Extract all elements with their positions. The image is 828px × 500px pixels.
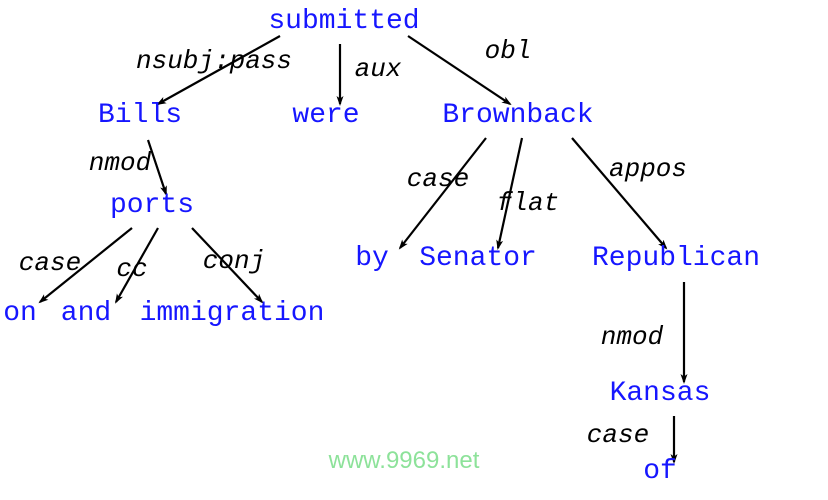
edge-label: nsubj:pass [136, 46, 292, 76]
edge-label: nmod [601, 322, 664, 352]
edge-label: aux [355, 54, 402, 84]
node-word: by [355, 243, 389, 274]
edge-label: conj [203, 246, 265, 276]
dependency-tree: nsubj:pass aux obl nmod case cc conj case flat ap… [0, 0, 828, 500]
edge-label: cc [116, 254, 147, 284]
edge-label: case [407, 164, 469, 194]
node-word: Kansas [610, 378, 711, 409]
node-word: were [292, 100, 359, 131]
edge-label: appos [609, 154, 687, 184]
node-word: Senator [419, 243, 537, 274]
node-word: ports [110, 190, 194, 221]
node-word: Republican [592, 243, 760, 274]
node-word: of [643, 456, 677, 487]
watermark-text: www.9969.net [328, 447, 480, 474]
edge-label: obl [485, 36, 532, 66]
node-word: Bills [98, 100, 182, 131]
edge-label: case [19, 248, 81, 278]
node-word: immigration [140, 298, 325, 329]
node-word: submitted [268, 6, 419, 37]
node-word: on [3, 298, 37, 329]
edge-label: nmod [89, 148, 152, 178]
edge-label: flat [497, 188, 559, 218]
edge-label: case [587, 420, 649, 450]
node-word: and [61, 298, 111, 329]
node-word: Brownback [442, 100, 593, 131]
